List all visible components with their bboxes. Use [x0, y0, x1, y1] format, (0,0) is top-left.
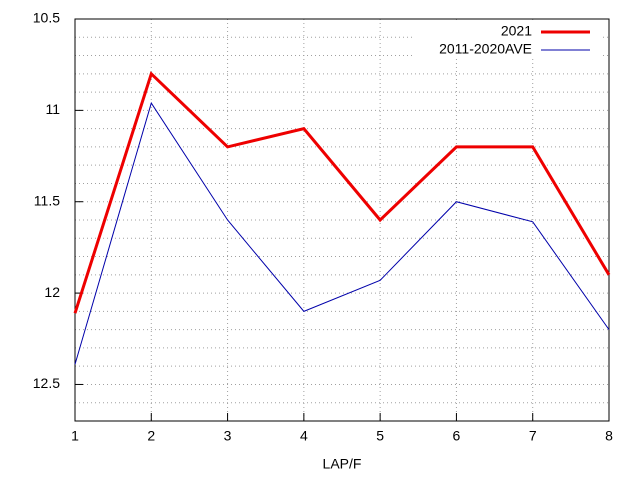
y-tick-label: 12.5: [33, 375, 60, 391]
legend-label: 2011-2020AVE: [439, 41, 532, 57]
x-tick-label: 1: [71, 428, 79, 444]
line-series: [73, 71, 611, 314]
y-tick-label: 10.5: [33, 10, 60, 26]
x-tick-label: 6: [453, 428, 461, 444]
x-tick-label: 2: [147, 428, 155, 444]
x-axis-label: LAP/F: [323, 456, 362, 472]
legend-background: [412, 41, 602, 59]
line-series: [74, 101, 610, 365]
y-tick-label: 11: [45, 101, 60, 117]
legend-label: 2021: [501, 23, 532, 39]
x-tick-label: 7: [529, 428, 537, 444]
x-tick-label: 3: [224, 428, 232, 444]
x-tick-label: 8: [605, 428, 613, 444]
y-tick-label: 11.5: [34, 192, 60, 208]
y-tick-label: 12: [44, 284, 60, 300]
x-tick-label: 4: [300, 428, 308, 444]
legend-background: [412, 23, 602, 41]
x-tick-label: 5: [376, 428, 384, 444]
plot-frame: [74, 18, 610, 422]
